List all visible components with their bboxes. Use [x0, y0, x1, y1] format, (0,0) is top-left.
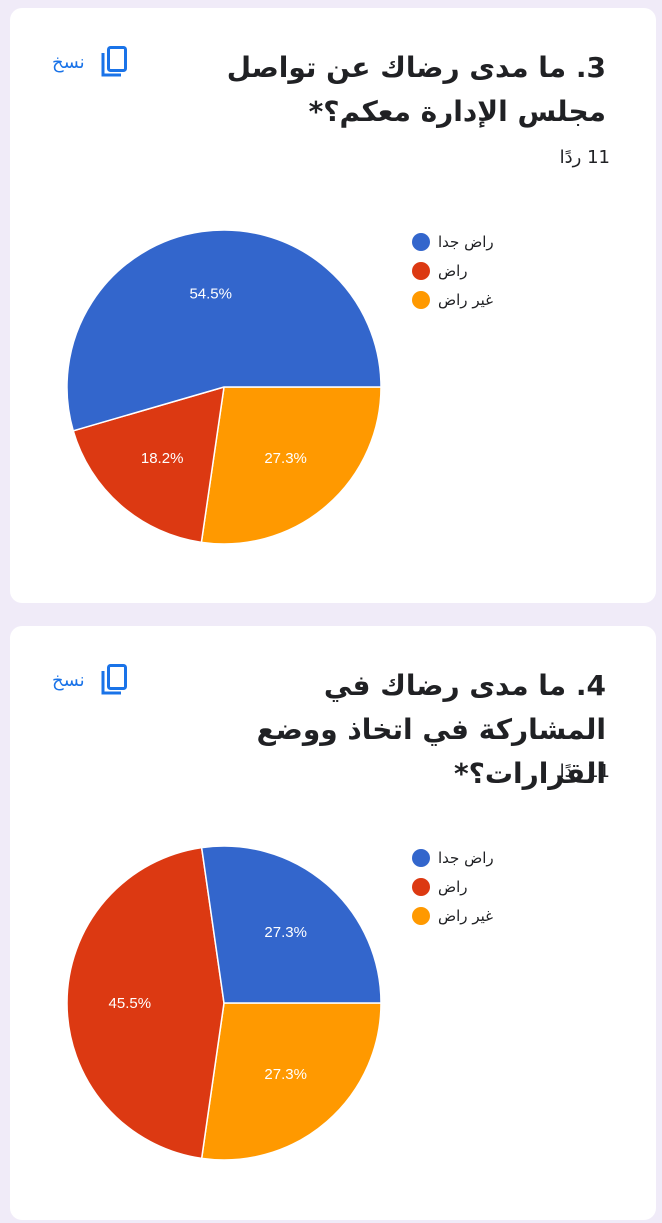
- copy-label: نسخ: [52, 51, 85, 73]
- legend-item-not-satisfied[interactable]: غير راض: [412, 901, 512, 930]
- chart-legend: راض جدا راض غير راض: [412, 227, 512, 314]
- pie-chart: 27.3% 45.5% 27.3%: [66, 845, 382, 1161]
- question-card-3: نسخ 3. ما مدى رضاك عن تواصل مجلس الإدارة…: [10, 8, 656, 603]
- pie-slice-very-satisfied[interactable]: [200, 845, 382, 1004]
- legend-item-very-satisfied[interactable]: راض جدا: [412, 227, 512, 256]
- legend-item-not-satisfied[interactable]: غير راض: [412, 285, 512, 314]
- legend-label: راض: [438, 877, 468, 896]
- copy-button[interactable]: نسخ: [52, 662, 129, 698]
- pie-slice-label: 27.3%: [264, 1066, 307, 1083]
- legend-label: غير راض: [438, 906, 493, 925]
- pie-slice-label: 27.3%: [264, 924, 307, 941]
- pie-slice-label: 27.3%: [264, 450, 307, 467]
- legend-dot: [412, 261, 430, 280]
- pie-slice-label: 45.5%: [109, 995, 152, 1012]
- pie-slice-label: 18.2%: [141, 450, 184, 467]
- copy-icon: [99, 662, 129, 698]
- legend-item-satisfied[interactable]: راض: [412, 872, 512, 901]
- pie-slice-satisfied[interactable]: [72, 385, 225, 544]
- legend-dot: [412, 232, 430, 251]
- pie-slice-very-satisfied[interactable]: [66, 229, 382, 432]
- question-title: 3. ما مدى رضاك عن تواصل مجلس الإدارة معك…: [226, 51, 606, 128]
- copy-label: نسخ: [52, 669, 85, 691]
- copy-icon: [99, 44, 129, 80]
- legend-dot: [412, 906, 430, 925]
- question-title: 4. ما مدى رضاك في المشاركة في اتخاذ ووضع…: [256, 669, 606, 790]
- pie-slice-not-satisfied[interactable]: [200, 386, 382, 545]
- legend-label: راض جدا: [438, 232, 494, 251]
- legend-item-satisfied[interactable]: راض: [412, 256, 512, 285]
- copy-button[interactable]: نسخ: [52, 44, 129, 80]
- legend-dot: [412, 290, 430, 309]
- legend-item-very-satisfied[interactable]: راض جدا: [412, 843, 512, 872]
- legend-dot: [412, 848, 430, 867]
- response-count: 11 ردًا: [559, 761, 610, 782]
- question-card-4: نسخ 4. ما مدى رضاك في المشاركة في اتخاذ …: [10, 626, 656, 1220]
- pie-chart: 27.3% 18.2% 54.5%: [66, 229, 382, 545]
- legend-label: راض جدا: [438, 848, 494, 867]
- response-count: 11 ردًا: [559, 147, 610, 168]
- chart-legend: راض جدا راض غير راض: [412, 843, 512, 930]
- legend-label: راض: [438, 261, 468, 280]
- legend-label: غير راض: [438, 290, 493, 309]
- pie-slice-not-satisfied[interactable]: [200, 1002, 382, 1161]
- legend-dot: [412, 877, 430, 896]
- pie-slice-satisfied[interactable]: [66, 846, 225, 1160]
- pie-slice-label: 54.5%: [189, 286, 232, 303]
